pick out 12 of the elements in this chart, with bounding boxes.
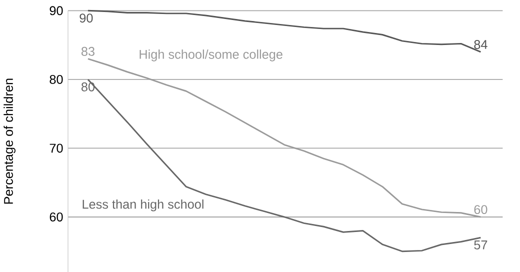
y-tick-label: 90 — [50, 6, 63, 16]
data-label: 84 — [474, 40, 488, 49]
series-label: High school/some college — [140, 50, 282, 62]
y-axis-title: Percentage of children — [4, 78, 16, 204]
y-tick-label: 80 — [50, 74, 63, 84]
y-tick-label: 70 — [50, 144, 63, 153]
data-label: 90 — [80, 14, 93, 23]
data-label: 60 — [474, 205, 488, 214]
data-label: 83 — [81, 46, 94, 56]
series-label: Less than high school — [82, 199, 204, 212]
data-label: 57 — [474, 240, 488, 250]
y-tick-label: 60 — [50, 212, 63, 222]
